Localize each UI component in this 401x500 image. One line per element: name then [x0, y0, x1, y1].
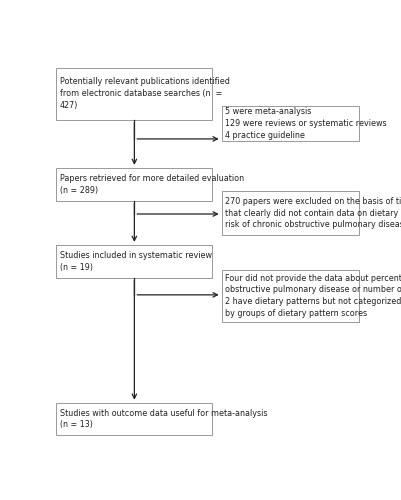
Text: Potentially relevant publications identified
from electronic database searches (: Potentially relevant publications identi… [59, 78, 229, 110]
FancyBboxPatch shape [221, 270, 358, 322]
FancyBboxPatch shape [56, 402, 212, 436]
FancyBboxPatch shape [56, 245, 212, 278]
Text: 270 papers were excluded on the basis of title and abstract
that clearly did not: 270 papers were excluded on the basis of… [224, 196, 401, 230]
Text: 5 were meta-analysis
129 were reviews or systematic reviews
4 practice guideline: 5 were meta-analysis 129 were reviews or… [224, 107, 385, 140]
Text: Studies included in systematic review
(n = 19): Studies included in systematic review (n… [59, 251, 211, 272]
FancyBboxPatch shape [221, 191, 358, 235]
FancyBboxPatch shape [56, 68, 212, 120]
FancyBboxPatch shape [56, 168, 212, 200]
Text: Studies with outcome data useful for meta-analysis
(n = 13): Studies with outcome data useful for met… [59, 408, 266, 430]
FancyBboxPatch shape [221, 106, 358, 141]
Text: Four did not provide the data about percent of chronic
obstructive pulmonary dis: Four did not provide the data about perc… [224, 274, 401, 318]
Text: Papers retrieved for more detailed evaluation
(n = 289): Papers retrieved for more detailed evalu… [59, 174, 243, 195]
